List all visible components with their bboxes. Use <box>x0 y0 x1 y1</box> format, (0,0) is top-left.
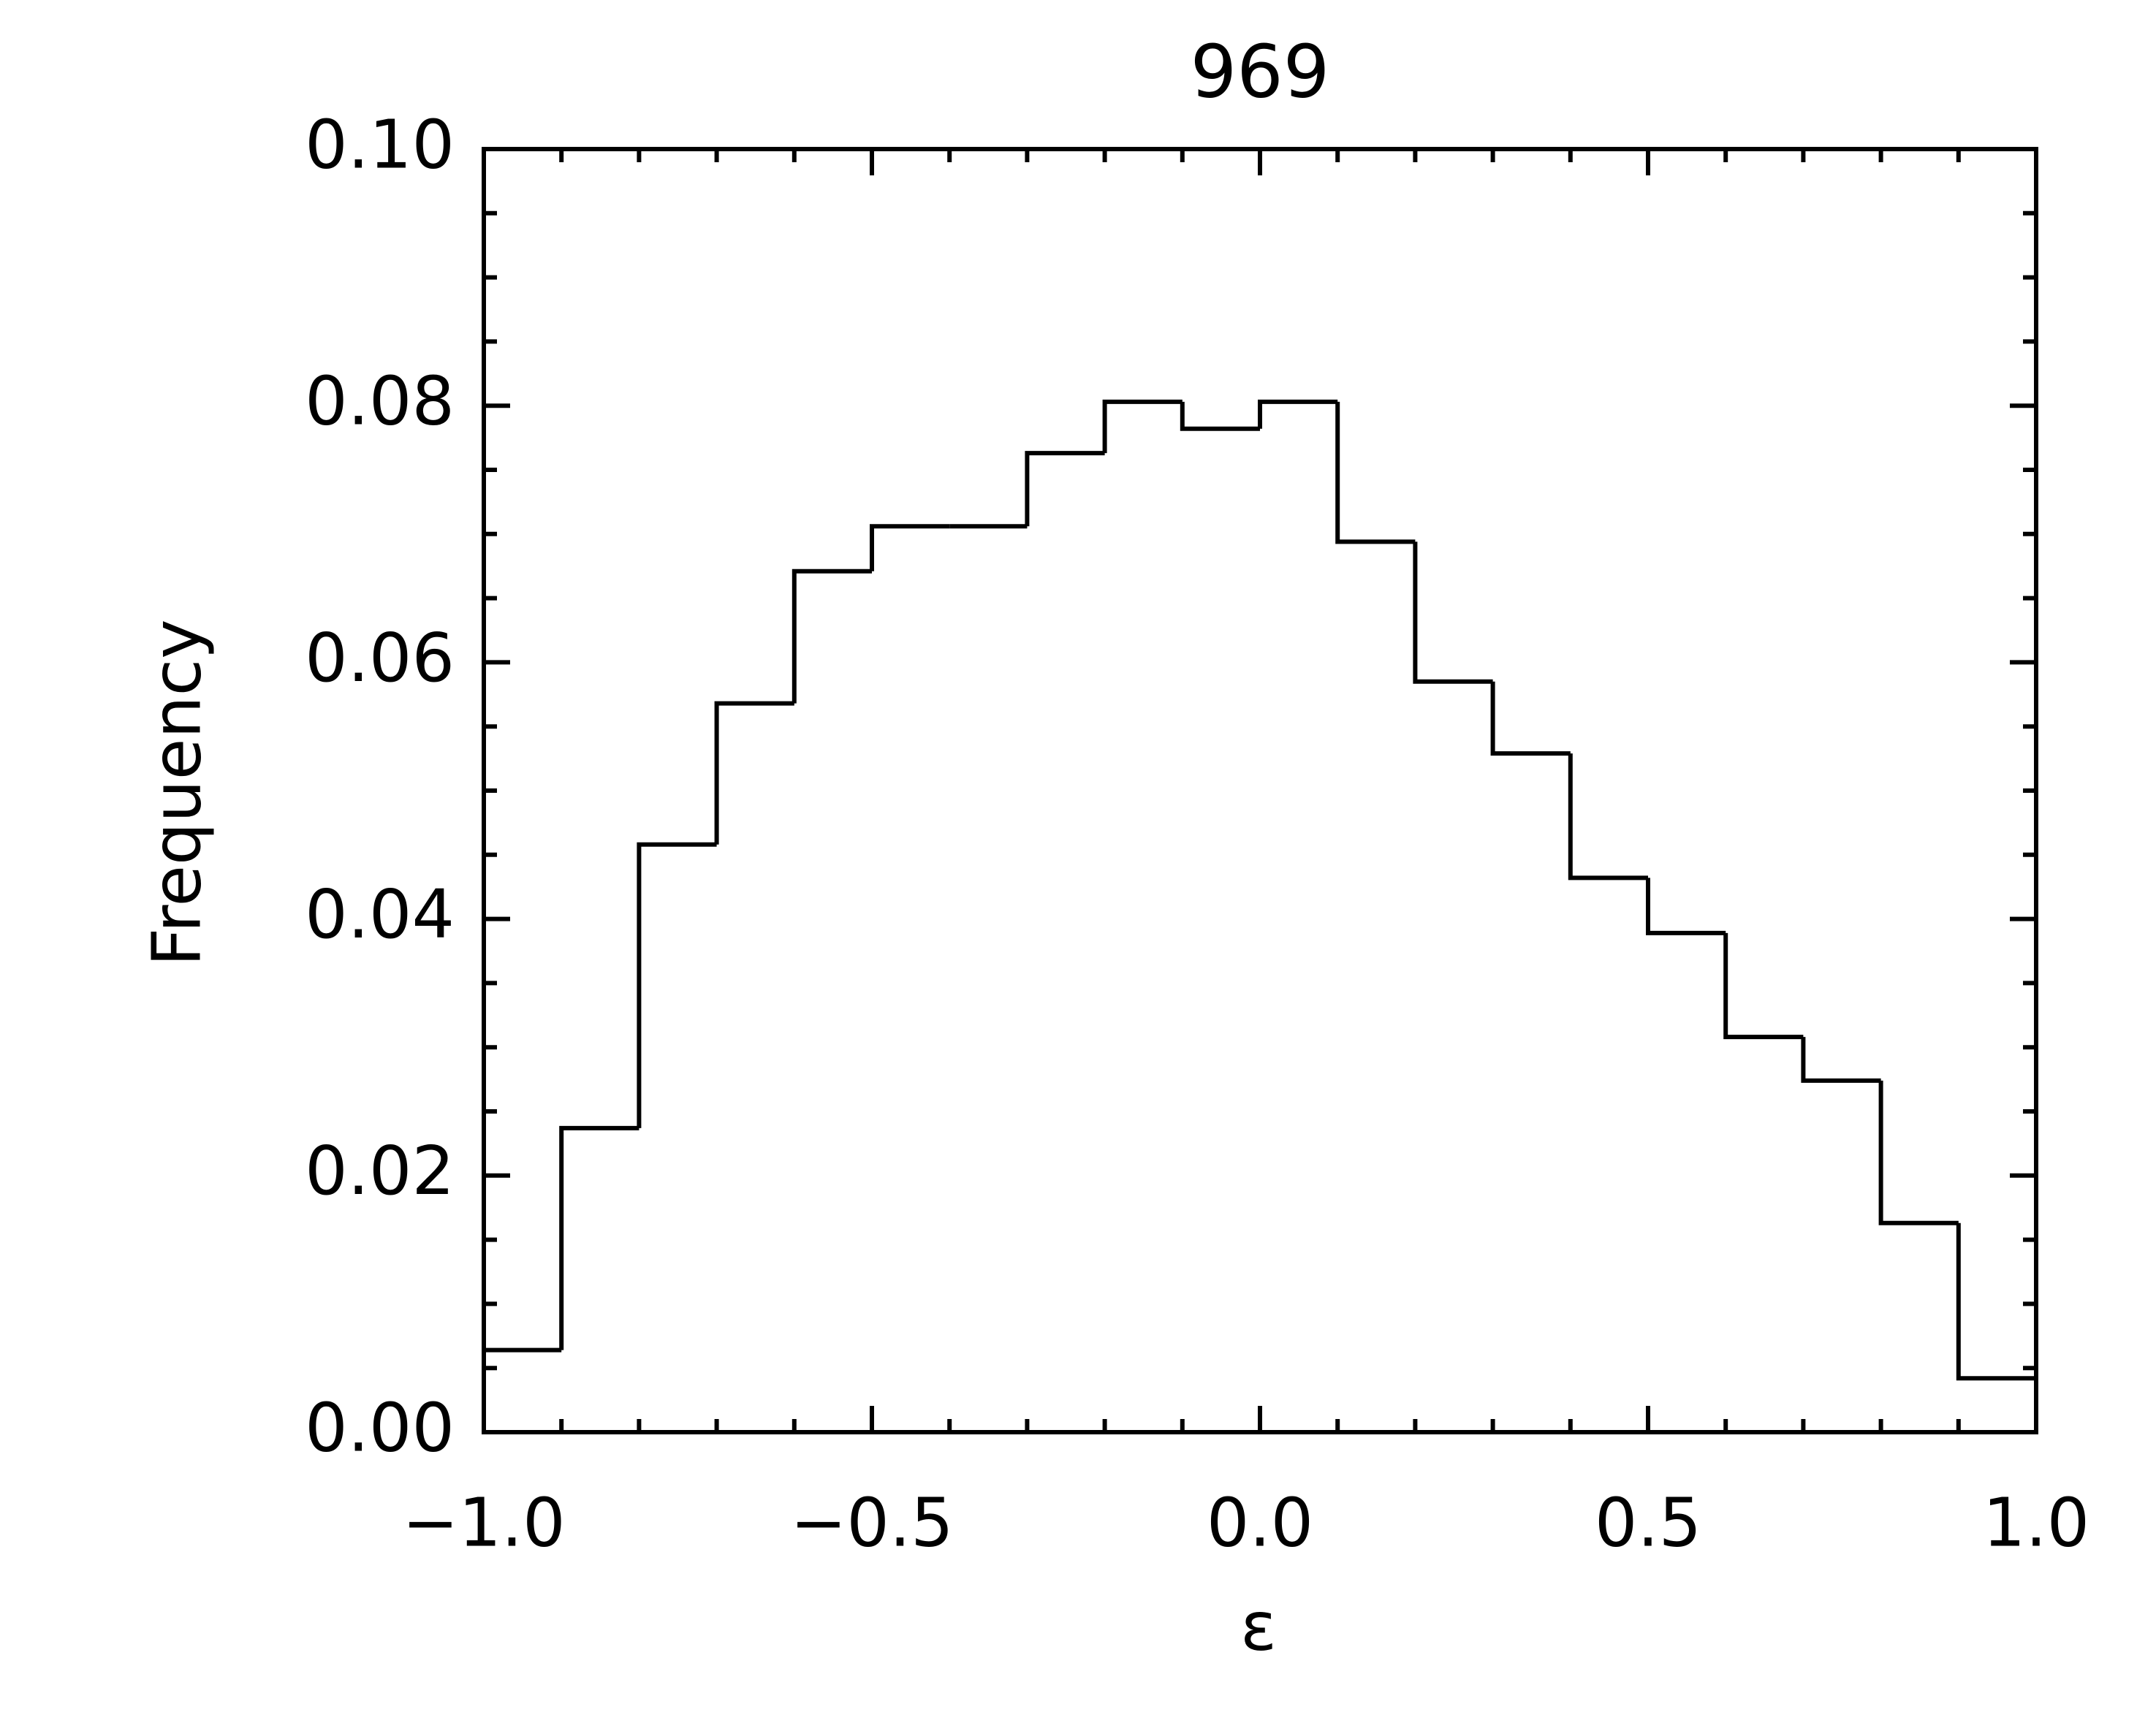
x-axis-label: ε <box>1240 1587 1277 1665</box>
x-tick-label: −0.5 <box>790 1483 953 1562</box>
histogram-bar <box>792 568 872 704</box>
y-tick-label: 0.06 <box>305 619 455 697</box>
histogram-bar <box>1258 399 1338 429</box>
histogram-bar <box>1490 681 1571 756</box>
y-tick-label: 0.08 <box>305 362 455 441</box>
histogram-bar <box>637 842 717 1128</box>
histogram-bar <box>1102 399 1183 454</box>
histogram-bar <box>1025 451 1105 527</box>
histogram-bar <box>1413 541 1493 684</box>
y-tick-label: 0.00 <box>305 1388 455 1467</box>
y-tick-label: 0.04 <box>305 875 455 954</box>
histogram-bar <box>1723 932 1804 1040</box>
histogram-bar <box>1335 401 1416 544</box>
histogram-bar <box>1180 401 1260 431</box>
histogram-bar <box>870 524 950 571</box>
histogram-bar <box>1801 1037 1881 1083</box>
histogram-bar <box>1878 1080 1959 1225</box>
histogram-bar <box>1956 1222 2036 1381</box>
x-tick-label: −1.0 <box>402 1483 565 1562</box>
histogram-bar <box>1646 878 1726 935</box>
x-tick-label: 0.5 <box>1595 1483 1701 1562</box>
x-tick-label: 0.0 <box>1207 1483 1313 1562</box>
y-tick-label: 0.02 <box>305 1132 455 1210</box>
histogram-bar <box>559 1125 639 1350</box>
histogram-bar <box>1568 753 1648 880</box>
chart-title: 969 <box>1191 28 1330 114</box>
y-axis-label: Frequency <box>137 619 216 966</box>
histogram-bar <box>714 701 794 845</box>
y-tick-label: 0.10 <box>305 105 455 183</box>
x-tick-label: 1.0 <box>1983 1483 2089 1562</box>
